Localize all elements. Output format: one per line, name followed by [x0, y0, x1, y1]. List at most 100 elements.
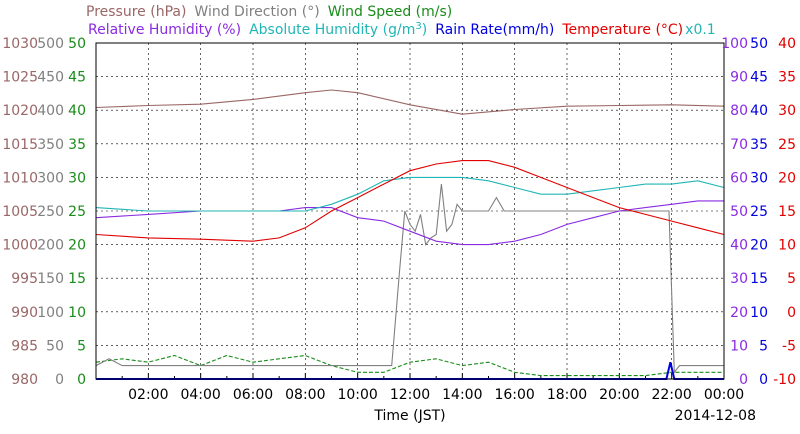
x-axis: 02:00 04:00 06:00 08:00 10:00 12:00 14:00 16:00… [128, 387, 744, 403]
legend-item-pressure: Pressure (hPa) [86, 4, 186, 20]
legend-text: Pressure (hPa) Wind Direction (°) Wind Spe… [86, 4, 452, 20]
y-tick-humidity: 100 [721, 36, 748, 52]
y-tick-pressure: 990 [11, 305, 38, 321]
legend-row-2: Relative Humidity (%) Absolute Humidity (… [88, 21, 716, 39]
y-tick-wind_speed: 30 [68, 170, 86, 186]
x-tick-label: 20:00 [599, 387, 639, 403]
y-tick-rain: 5 [759, 338, 768, 354]
y-tick-temperature: 35 [778, 70, 796, 86]
y-tick-wind_speed: 45 [68, 70, 86, 86]
y-tick-humidity: 70 [730, 137, 748, 153]
y-tick-temperature: -5 [782, 338, 796, 354]
y-tick-wind_speed: 35 [68, 137, 86, 153]
y-tick-humidity: 10 [730, 338, 748, 354]
y-tick-pressure: 1005 [2, 204, 38, 220]
x-tick-label: 10:00 [337, 387, 377, 403]
y-tick-wind_dir: 50 [46, 338, 64, 354]
axis-labels: 1030102510201015101010051000995990985980… [2, 36, 796, 388]
legend-tail: ) [422, 22, 427, 38]
y-tick-wind_dir: 500 [37, 36, 64, 52]
y-tick-temperature: 25 [778, 137, 796, 153]
y-tick-pressure: 1030 [2, 36, 38, 52]
x-tick-label: 16:00 [494, 387, 534, 403]
y-tick-wind_dir: 300 [37, 170, 64, 186]
y-tick-wind_speed: 50 [68, 36, 86, 52]
y-tick-temperature: 30 [778, 103, 796, 119]
y-tick-wind_dir: 450 [37, 70, 64, 86]
y-tick-wind_dir: 100 [37, 305, 64, 321]
y-tick-humidity: 30 [730, 271, 748, 287]
y-tick-pressure: 1000 [2, 238, 38, 254]
legend-item-humidity: Relative Humidity (%) [88, 22, 241, 38]
y-tick-humidity: 50 [730, 204, 748, 220]
y-tick-wind_dir: 350 [37, 137, 64, 153]
y-tick-rain: 10 [750, 305, 768, 321]
y-tick-wind_dir: 150 [37, 271, 64, 287]
y-tick-wind_speed: 20 [68, 238, 86, 254]
y-tick-rain: 15 [750, 271, 768, 287]
series-line-temperature [95, 160, 725, 242]
y-tick-pressure: 980 [11, 372, 38, 388]
legend-item-scale_note: x0.1 [685, 22, 716, 38]
y-tick-pressure: 995 [11, 271, 38, 287]
y-tick-temperature: -10 [773, 372, 796, 388]
y-tick-pressure: 1020 [2, 103, 38, 119]
y-tick-temperature: 10 [778, 238, 796, 254]
legend-sup: 3 [415, 21, 421, 32]
y-tick-temperature: 20 [778, 170, 796, 186]
x-tick-label: 02:00 [128, 387, 168, 403]
y-tick-wind_speed: 10 [68, 305, 86, 321]
x-tick-label: 18:00 [547, 387, 587, 403]
y-tick-humidity: 60 [730, 170, 748, 186]
x-tick-label: 22:00 [651, 387, 691, 403]
y-tick-wind_dir: 0 [55, 372, 64, 388]
x-axis-label: Time (JST) [373, 408, 445, 424]
y-tick-rain: 20 [750, 238, 768, 254]
legend-item-temperature: Temperature (°C) [561, 22, 683, 38]
y-tick-humidity: 90 [730, 70, 748, 86]
legend-item-wind_dir: Wind Direction (°) [194, 4, 319, 20]
y-tick-pressure: 985 [11, 338, 38, 354]
series-line-wind_speed [95, 354, 724, 377]
y-tick-wind_speed: 15 [68, 271, 86, 287]
x-tick-label: 00:00 [704, 387, 744, 403]
y-tick-wind_dir: 200 [37, 238, 64, 254]
y-tick-rain: 30 [750, 170, 768, 186]
y-tick-wind_dir: 400 [37, 103, 64, 119]
plot-frame [95, 42, 725, 380]
y-tick-wind_speed: 40 [68, 103, 86, 119]
legend-row-1: Pressure (hPa) Wind Direction (°) Wind Spe… [86, 4, 452, 20]
y-tick-humidity: 80 [730, 103, 748, 119]
y-tick-humidity: 0 [739, 372, 748, 388]
legend-item-rain: Rain Rate(mm/h) [435, 22, 554, 38]
y-tick-temperature: 5 [787, 271, 796, 287]
y-tick-rain: 0 [759, 372, 768, 388]
series-line-pressure [95, 89, 725, 115]
x-tick-label: 14:00 [442, 387, 482, 403]
y-tick-wind_dir: 250 [37, 204, 64, 220]
y-tick-temperature: 15 [778, 204, 796, 220]
y-tick-wind_speed: 0 [77, 372, 86, 388]
x-tick-label: 08:00 [285, 387, 325, 403]
y-tick-humidity: 40 [730, 238, 748, 254]
legend-item-abs_humidity: Absolute Humidity (g/m [249, 22, 415, 38]
y-tick-humidity: 20 [730, 305, 748, 321]
y-tick-rain: 35 [750, 137, 768, 153]
x-tick-label: 06:00 [233, 387, 273, 403]
y-tick-rain: 25 [750, 204, 768, 220]
series-line-abs_humidity [95, 176, 725, 212]
legend-text: Relative Humidity (%) Absolute Humidity (… [88, 21, 716, 39]
legend-item-wind_speed: Wind Speed (m/s) [328, 4, 453, 20]
y-tick-pressure: 1025 [2, 70, 38, 86]
y-tick-rain: 45 [750, 70, 768, 86]
x-tick-label: 12:00 [390, 387, 430, 403]
date-label: 2014-12-08 [675, 408, 756, 424]
y-tick-temperature: 40 [778, 36, 796, 52]
y-tick-rain: 50 [750, 36, 768, 52]
y-tick-wind_speed: 25 [68, 204, 86, 220]
y-tick-pressure: 1010 [2, 170, 38, 186]
x-tick-label: 04:00 [180, 387, 220, 403]
y-tick-wind_speed: 5 [77, 338, 86, 354]
series-line-wind_dir [95, 184, 724, 374]
